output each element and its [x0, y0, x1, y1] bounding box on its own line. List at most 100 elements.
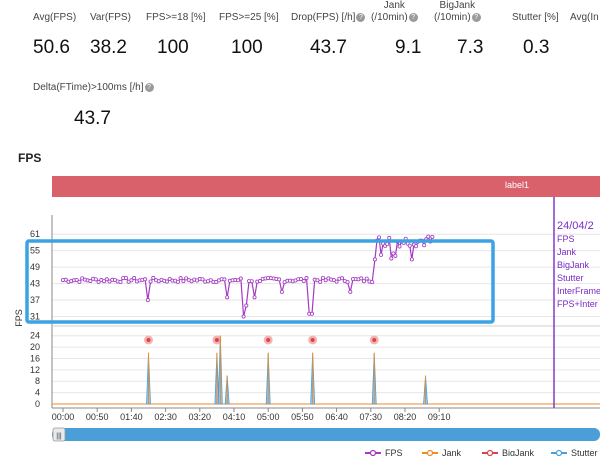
fps-point [178, 276, 183, 281]
x-tick-label: 03:20 [189, 412, 212, 422]
y-tick-label: 31 [30, 312, 40, 322]
fps-point [413, 244, 418, 249]
section-title: FPS [18, 151, 42, 165]
fps-point [107, 279, 112, 284]
fps-point [379, 252, 384, 257]
fps-point [93, 277, 98, 282]
fps-point [148, 279, 153, 284]
fps-point [372, 257, 377, 262]
fps-point [407, 243, 412, 248]
x-tick-label: 06:40 [325, 412, 348, 422]
metric-label: Drop(FPS) [/h]? [291, 12, 366, 24]
x-tick-label: 01:40 [120, 412, 143, 422]
fps-point [359, 276, 364, 281]
fps-point [222, 277, 227, 282]
fps-point [96, 279, 101, 284]
legend-marker [369, 449, 377, 456]
y-tick-label: 0 [35, 399, 40, 409]
fps-point [102, 279, 107, 284]
x-tick-label: 09:10 [428, 412, 451, 422]
fps-point [397, 244, 402, 249]
scrubber-track [52, 428, 600, 441]
y-axis-label: FPS [14, 309, 24, 327]
x-tick-label: 05:00 [257, 412, 280, 422]
metric-label: Avg(FPS) [33, 12, 77, 23]
scrubber-grip: ||| [56, 433, 62, 440]
tooltip-line: Stutter [557, 273, 584, 283]
metric-label: Var(FPS) [90, 12, 131, 23]
y-tick-label: 61 [30, 229, 40, 239]
fps-point [277, 277, 282, 282]
fps-point [345, 280, 350, 285]
fps-point [175, 279, 180, 284]
fps-point [334, 279, 339, 284]
fps-point [279, 289, 284, 294]
tooltip-line: InterFrame [557, 286, 600, 296]
y-tick-label: 49 [30, 262, 40, 272]
metric-label: Avg(In [570, 12, 599, 23]
legend-label: Stutter [571, 448, 598, 456]
help-icon[interactable]: ? [356, 12, 366, 22]
fps-point [241, 314, 246, 319]
fps-point [323, 278, 328, 283]
x-tick-label: 00:50 [86, 412, 109, 422]
x-tick-label: 05:50 [291, 412, 314, 422]
metric-value: 38.2 [90, 37, 127, 58]
fps-point [320, 275, 325, 280]
fps-point [132, 276, 137, 281]
bigjank-marker [266, 337, 271, 342]
legend-label: BigJank [502, 448, 535, 456]
fps-point [377, 235, 382, 240]
fps-point [304, 276, 309, 281]
metric-value: 100 [157, 37, 189, 58]
fps-point [252, 295, 257, 300]
legend-marker [486, 449, 494, 456]
fps-point [364, 276, 369, 281]
fps-point [143, 277, 148, 282]
fps-point [409, 257, 414, 262]
help-icon[interactable]: ? [408, 12, 418, 22]
y-tick-label: 12 [30, 365, 40, 375]
fps-point [118, 280, 123, 285]
label-band[interactable]: label1 [52, 176, 600, 197]
fps-point [257, 279, 262, 284]
metric-label: FPS>=25 [%] [219, 12, 279, 23]
fps-point [63, 277, 68, 282]
fps-point [301, 279, 306, 284]
tooltip-line: BigJank [557, 260, 590, 270]
y-tick-label: 16 [30, 353, 40, 363]
fps-point [88, 278, 93, 283]
fps-point [236, 278, 241, 283]
legend-marker [555, 449, 563, 456]
scrubber-handle [52, 427, 66, 442]
fps-point [151, 275, 156, 280]
x-tick-label: 00:00 [52, 412, 75, 422]
fps-point [129, 278, 134, 283]
bigjank-marker [146, 337, 151, 342]
fps-point [340, 276, 345, 281]
metric-label: Jank (/10min)? [371, 0, 418, 24]
fps-point [167, 276, 172, 281]
bigjank-marker [214, 337, 219, 342]
fps-point [422, 243, 427, 248]
metric-value: 9.1 [395, 37, 422, 58]
fps-point [244, 303, 249, 308]
help-icon[interactable]: ? [471, 12, 481, 22]
fps-point [391, 251, 396, 256]
y-tick-label: 4 [35, 388, 40, 398]
fps-point [123, 275, 128, 280]
y-tick-label: 37 [30, 295, 40, 305]
fps-point [225, 295, 230, 300]
metric-label: BigJank (/10min)? [434, 0, 481, 24]
metric-value: 50.6 [33, 37, 70, 58]
fps-point [385, 242, 390, 247]
fps-point [348, 289, 353, 294]
metric-label: Delta(FTime)>100ms [/h]? [33, 82, 154, 94]
fps-point [164, 279, 169, 284]
fps-point [74, 278, 79, 283]
fps-point [361, 279, 366, 284]
fps-point [426, 234, 431, 239]
help-icon[interactable]: ? [144, 82, 154, 92]
x-tick-label: 04:10 [223, 412, 246, 422]
